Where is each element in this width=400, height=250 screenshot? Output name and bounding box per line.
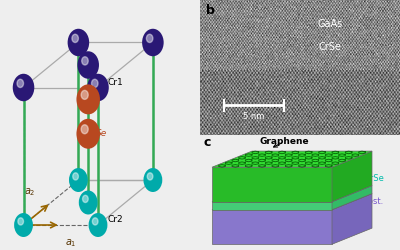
Circle shape	[88, 213, 108, 237]
Text: 5 nm: 5 nm	[243, 112, 265, 121]
Text: $a_1$: $a_1$	[65, 238, 76, 249]
Circle shape	[68, 29, 89, 56]
Circle shape	[82, 57, 88, 65]
Text: c: c	[204, 136, 211, 149]
Circle shape	[18, 218, 24, 225]
Polygon shape	[212, 151, 372, 167]
Text: Cr1: Cr1	[108, 78, 124, 87]
Text: Se: Se	[96, 129, 107, 138]
Polygon shape	[332, 186, 372, 210]
Circle shape	[79, 190, 98, 214]
Text: Subst.: Subst.	[355, 197, 384, 219]
Circle shape	[73, 173, 78, 180]
Circle shape	[76, 119, 100, 149]
Polygon shape	[212, 210, 332, 244]
Circle shape	[17, 79, 24, 88]
Circle shape	[72, 34, 78, 42]
Circle shape	[142, 29, 164, 56]
Text: Cr2: Cr2	[108, 216, 124, 224]
Circle shape	[69, 168, 88, 192]
Text: CrSe: CrSe	[318, 42, 342, 52]
Circle shape	[146, 34, 153, 42]
Text: $a_2$: $a_2$	[24, 186, 35, 198]
Circle shape	[81, 90, 88, 99]
Text: CrSe: CrSe	[358, 174, 384, 197]
Circle shape	[144, 168, 162, 192]
Circle shape	[147, 173, 153, 180]
Circle shape	[92, 79, 98, 88]
Text: Graphene: Graphene	[259, 137, 309, 147]
Text: b: b	[206, 4, 215, 17]
Polygon shape	[212, 194, 372, 210]
Circle shape	[82, 195, 88, 202]
Text: GaAs: GaAs	[317, 19, 343, 29]
Polygon shape	[332, 194, 372, 244]
Polygon shape	[332, 151, 372, 202]
Circle shape	[76, 84, 100, 114]
Polygon shape	[212, 186, 372, 202]
Polygon shape	[212, 202, 332, 210]
Circle shape	[78, 51, 99, 79]
Circle shape	[87, 74, 109, 101]
Circle shape	[13, 74, 34, 101]
Circle shape	[92, 218, 98, 225]
Circle shape	[81, 125, 88, 134]
Polygon shape	[212, 167, 332, 202]
Circle shape	[14, 213, 33, 237]
